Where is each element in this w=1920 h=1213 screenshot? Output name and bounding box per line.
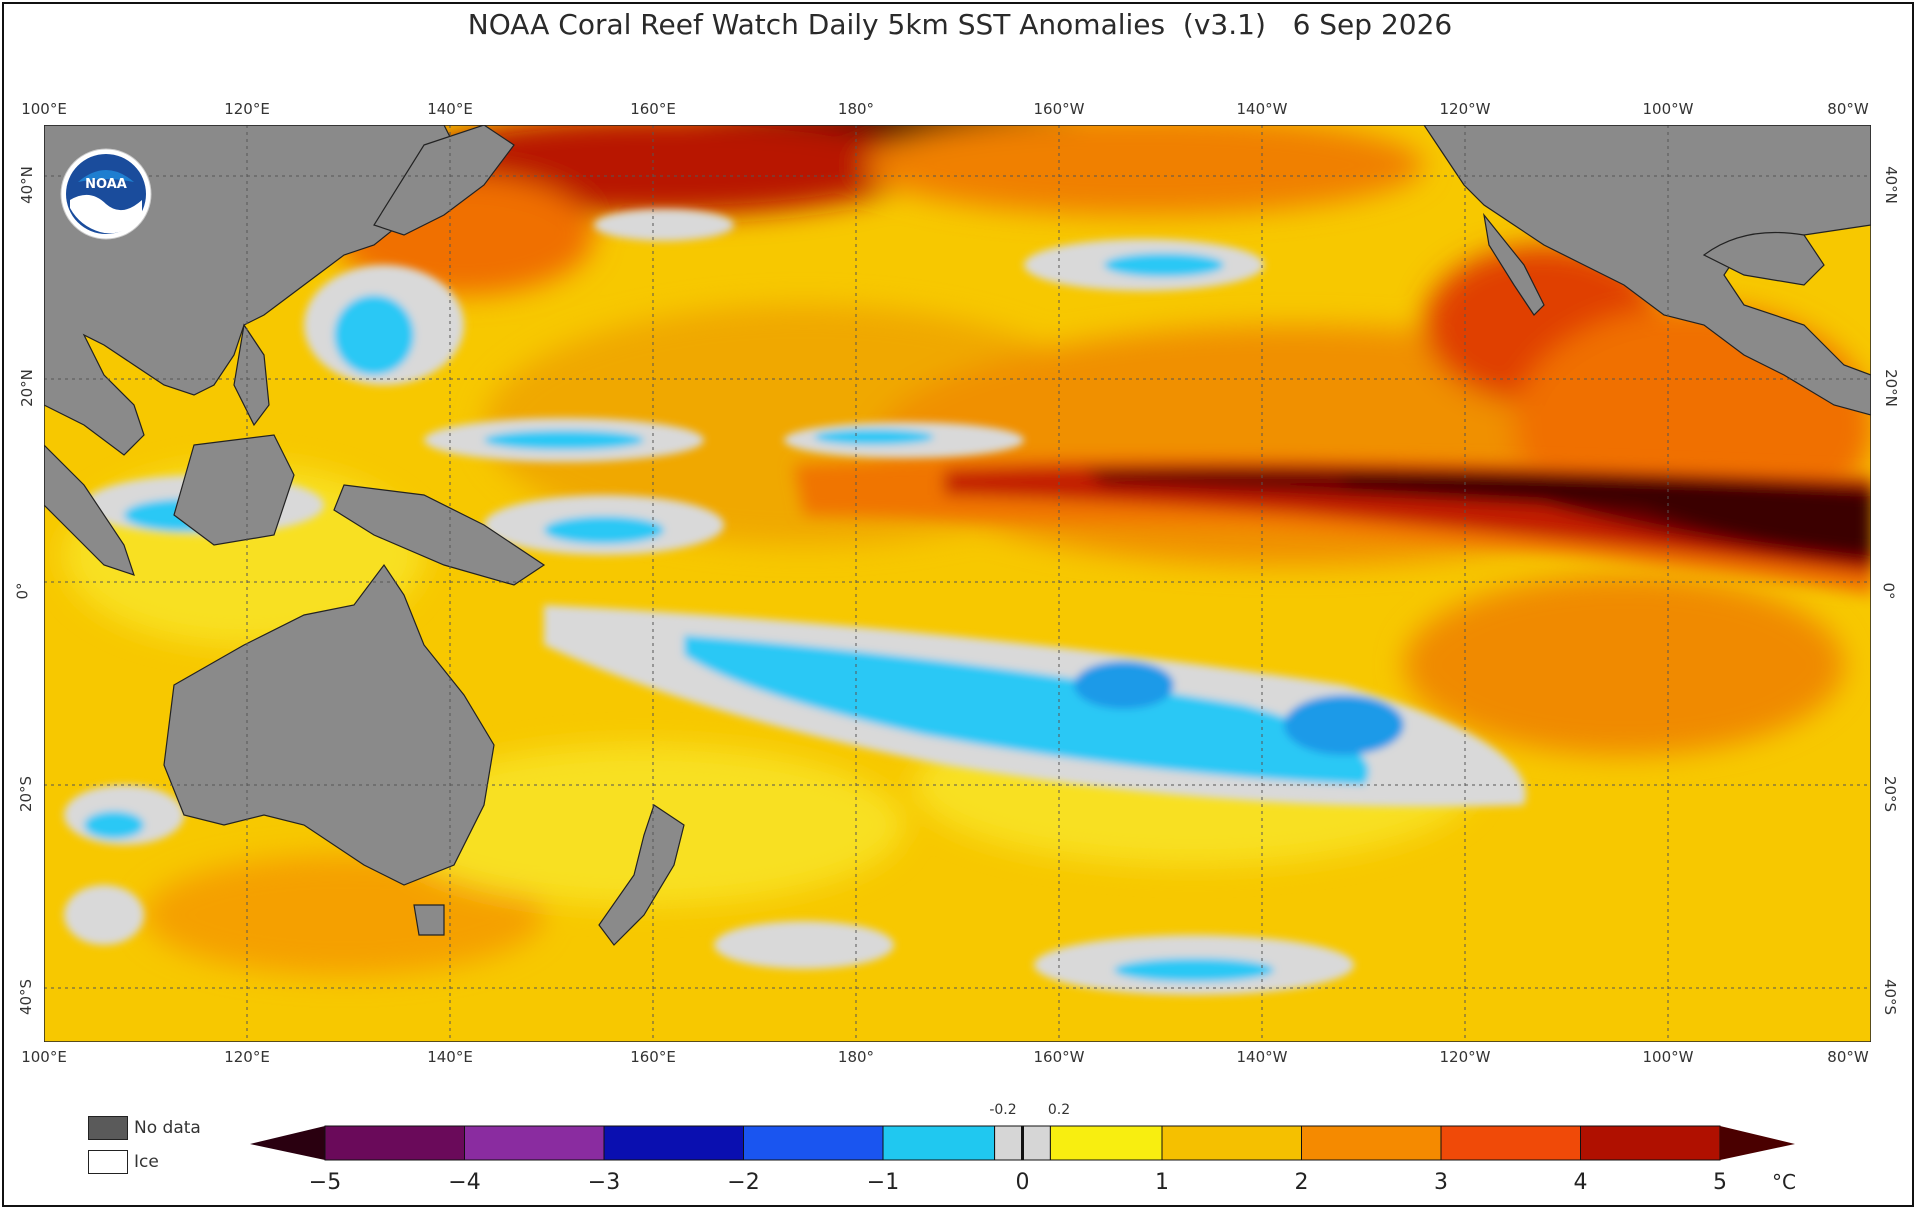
new-zealand-landmass: [598, 804, 685, 946]
colorbar-small-tick: -0.2: [989, 1102, 1017, 1118]
colorbar-tick-label: 1: [1155, 1170, 1169, 1195]
logo-text: NOAA: [85, 177, 127, 192]
gulf-landmass: [1702, 231, 1825, 286]
lon-label: 120°W: [1439, 1048, 1491, 1066]
lat-label: 40°S: [17, 978, 36, 1016]
page-title: NOAA Coral Reef Watch Daily 5km SST Anom…: [467, 8, 1453, 41]
lon-label: 80°W: [1827, 100, 1869, 118]
sumatra-landmass: [44, 444, 135, 576]
colorbar-left-arrow: [250, 1126, 325, 1160]
lon-label: 100°E: [21, 100, 67, 118]
colorbar-tick-label: 5: [1713, 1170, 1727, 1195]
lon-label: 100°W: [1642, 1048, 1694, 1066]
colorbar-unit: °C: [1772, 1170, 1796, 1194]
lon-label: 100°W: [1642, 100, 1694, 118]
lat-label: 20°S: [1881, 775, 1900, 813]
lon-label: 140°E: [427, 100, 473, 118]
lon-label: 80°W: [1827, 1048, 1869, 1066]
sst-anomaly-map: [44, 125, 1871, 1042]
colorbar-cell: [1049, 1125, 1163, 1161]
lon-label: 160°W: [1033, 1048, 1085, 1066]
lon-label: 160°W: [1033, 100, 1085, 118]
colorbar-cells: [250, 1125, 1795, 1161]
colorbar-cell: [1580, 1125, 1721, 1161]
colorbar-tick-label: 4: [1573, 1170, 1588, 1195]
colorbar-tick-label: −3: [587, 1170, 621, 1195]
lat-label: 20°N: [17, 369, 36, 407]
lat-label: 40°S: [1881, 978, 1900, 1016]
lat-label: 20°N: [1881, 369, 1900, 407]
lon-label: 120°E: [224, 1048, 270, 1066]
lon-label: 120°E: [224, 100, 270, 118]
lat-label: 40°N: [1881, 166, 1900, 204]
colorbar-cell: [1440, 1125, 1581, 1161]
nodata-swatch: [88, 1116, 128, 1140]
lon-label: 160°E: [630, 1048, 676, 1066]
colorbar-cell: [743, 1125, 884, 1161]
noaa-logo: NOAA: [60, 148, 152, 240]
colorbar-tick-label: 0: [1015, 1170, 1030, 1195]
lat-label: 0°: [13, 582, 32, 600]
colorbar-cell: [324, 1125, 465, 1161]
colorbar-cell: [603, 1125, 744, 1161]
cool-anomaly-patches: [64, 209, 1526, 995]
tasmania-landmass: [413, 904, 445, 936]
colorbar-cell: [464, 1125, 605, 1161]
colorbar: [250, 1125, 1795, 1161]
lat-label: 40°N: [17, 166, 36, 204]
nodata-label: No data: [134, 1118, 201, 1138]
colorbar-tick-label: 2: [1294, 1170, 1309, 1195]
colorbar-cell: [882, 1125, 996, 1161]
ice-swatch: [88, 1150, 128, 1174]
new-guinea-landmass: [333, 484, 546, 586]
lon-label: 140°E: [427, 1048, 473, 1066]
japan-landmass: [373, 125, 515, 236]
lon-label: 140°W: [1236, 100, 1288, 118]
colorbar-cell: [1301, 1125, 1442, 1161]
ice-label: Ice: [134, 1152, 159, 1172]
lon-label: 180°: [837, 1048, 875, 1066]
lon-label: 120°W: [1439, 100, 1491, 118]
colorbar-cell: [1161, 1125, 1302, 1161]
colorbar-tick-label: −1: [866, 1170, 900, 1195]
lon-label: 140°W: [1236, 1048, 1288, 1066]
el-nino-tongue: [794, 457, 1871, 595]
colorbar-tick-label: −2: [727, 1170, 760, 1195]
lon-label: 160°E: [630, 100, 676, 118]
baja-landmass: [1483, 212, 1545, 316]
colorbar-tick-label: 3: [1434, 1170, 1448, 1195]
colorbar-tick-label: −5: [308, 1170, 342, 1195]
borneo-landmass: [173, 434, 295, 546]
lon-label: 100°E: [21, 1048, 67, 1066]
lat-label: 20°S: [17, 775, 36, 813]
colorbar-tick-label: −4: [448, 1170, 481, 1195]
map-canvas: [44, 125, 1871, 1042]
map-grid: [44, 125, 1871, 1042]
lon-label: 180°: [837, 100, 875, 118]
philippines-landmass: [233, 323, 270, 427]
colorbar-right-arrow: [1720, 1126, 1795, 1160]
lat-label: 0°: [1879, 582, 1898, 600]
colorbar-small-tick: 0.2: [1047, 1102, 1071, 1118]
